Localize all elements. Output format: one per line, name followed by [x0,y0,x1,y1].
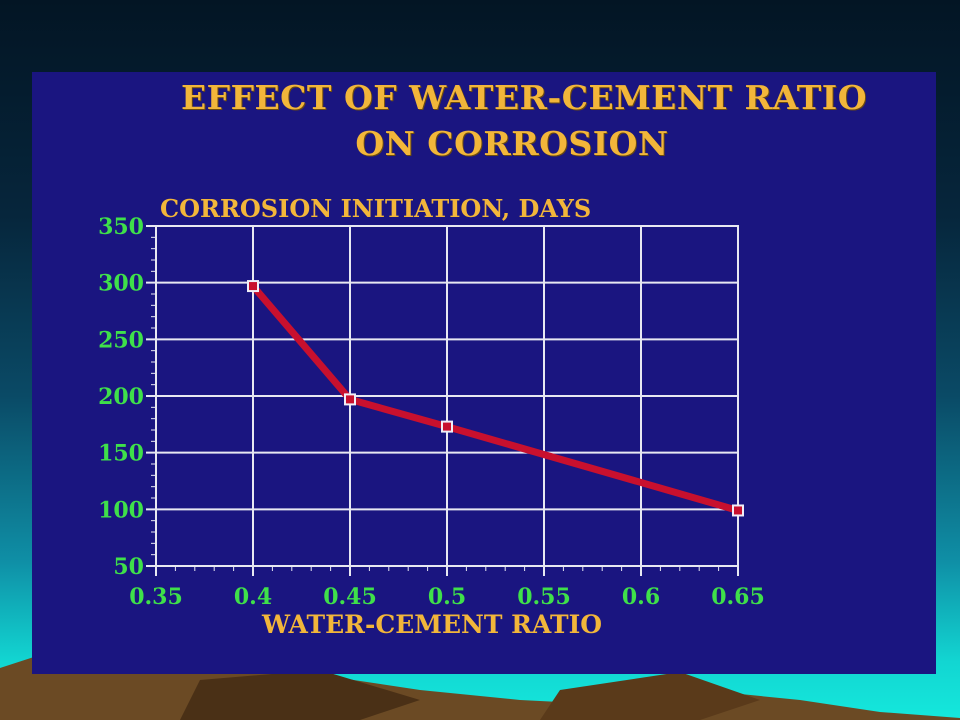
y-tick-label: 150 [98,441,144,467]
data-point [247,280,259,293]
line-chart: 350 300 250 200 150 100 50 0.35 0.4 0.45 0.5 0.55 0.… [98,214,765,610]
data-point [732,504,744,517]
y-tick-label: 200 [98,384,144,410]
x-tick-label: 0.4 [234,584,272,610]
x-tick-label: 0.5 [428,584,466,610]
x-tick-label: 0.35 [129,584,183,610]
y-tick-label: 300 [98,271,144,297]
y-tick-label: 100 [98,497,144,523]
chart-slide: EFFECT OF WATER-CEMENT RATIO ON CORROSIO… [32,72,936,674]
y-tick-label: 50 [113,554,144,580]
x-tick-label: 0.45 [323,584,377,610]
x-axis-title: WATER-CEMENT RATIO [262,610,603,639]
x-tick-label: 0.55 [517,584,571,610]
x-tick-label: 0.65 [711,584,765,610]
data-point [344,393,356,406]
data-point [441,420,453,433]
series-line [249,282,742,514]
chart-title: CORROSION INITIATION, DAYS [160,194,592,223]
x-tick-label: 0.6 [622,584,660,610]
y-tick-label: 350 [98,214,144,240]
y-tick-label: 250 [98,327,144,353]
slide-title-line-1: EFFECT OF WATER-CEMENT RATIO [181,78,867,117]
slide-title-line-2: ON CORROSION [355,124,669,163]
